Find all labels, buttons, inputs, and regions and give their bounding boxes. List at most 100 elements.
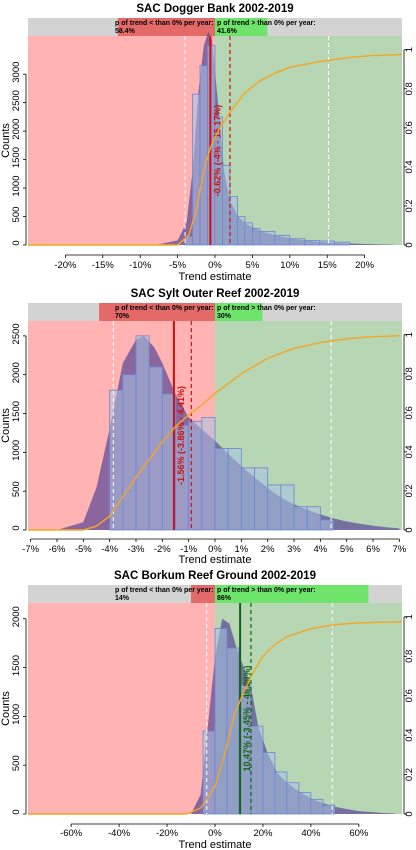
histogram-bar: [244, 222, 253, 246]
y-tick-label: 2500: [11, 323, 22, 344]
y-tick-label: 0: [11, 809, 22, 814]
histogram-bar: [310, 798, 324, 815]
y2-tick-label: 0: [404, 811, 415, 816]
histogram-bar: [201, 417, 216, 531]
x-tick-label: 10%: [280, 260, 300, 271]
x-tick-label: -5%: [169, 260, 186, 271]
y2-tick-label: 0: [404, 242, 415, 247]
histogram-bar: [250, 725, 264, 815]
x-tick-label: 40%: [301, 828, 321, 839]
y-tick-label: 2000: [11, 606, 22, 627]
x-tick-label: -3%: [128, 544, 145, 555]
band-negative-label: p of trend < than 0% per year:: [115, 587, 214, 594]
x-tick-label: 3%: [287, 544, 301, 555]
y-tick-label: 1000: [11, 704, 22, 725]
panels: SAC Dogger Bank 2002-2019 p of trend < th…: [0, 3, 415, 850]
y-tick-label: 500: [11, 207, 22, 223]
chart-title: SAC Borkum Reef Ground 2002-2019: [114, 570, 316, 582]
x-tick-label: 20%: [253, 828, 273, 839]
histogram-bar: [274, 771, 288, 815]
x-tick-label: -20%: [156, 828, 179, 839]
histogram-bar: [227, 448, 242, 531]
band-negative-share: [117, 18, 215, 36]
histogram-bar: [289, 238, 306, 246]
y-axis-right: 0 0.2 0.4 0.6 0.8 1: [403, 614, 415, 817]
x-tick-label: 1%: [234, 544, 248, 555]
y2-tick-label: 0: [404, 527, 415, 532]
median-annotation: -0.62% (-4% - 15.17%): [212, 105, 222, 197]
y-tick-label: 1000: [11, 440, 22, 461]
histogram-bar: [280, 484, 295, 531]
negative-zone: [28, 36, 215, 249]
y-tick-label: 3000: [11, 62, 22, 83]
band-positive-label: p of trend > than 0% per year:: [217, 305, 316, 312]
band-positive-share: [215, 585, 369, 603]
y2-tick-label: 0.6: [404, 406, 415, 419]
histogram-bar: [188, 420, 203, 531]
positive-zone: [215, 36, 402, 249]
histogram-bar: [293, 506, 308, 531]
band-positive-label: p of trend > than 0% per year:: [217, 587, 316, 594]
chart-panel-2: SAC Sylt Outer Reef 2002-2019 p of trend …: [0, 288, 415, 566]
histogram-bar: [298, 792, 312, 815]
cumulative-curve: [28, 621, 403, 815]
x-tick-label: 0%: [208, 260, 222, 271]
x-tick-label: -60%: [60, 828, 83, 839]
y-axis-label: Counts: [0, 408, 12, 443]
y2-tick-label: 0.8: [404, 650, 415, 663]
x-tick-label: 5%: [246, 260, 260, 271]
x-tick-label: -40%: [108, 828, 131, 839]
y-axis-left: 0 500 1000 1500 2000 2500: [11, 323, 27, 531]
x-tick-label: 6%: [366, 544, 380, 555]
band-positive-value: 41.6%: [217, 28, 238, 35]
histogram-bins: [202, 628, 336, 815]
baseline-gap: [28, 814, 402, 818]
x-axis: -20% -15% -10% -5% 0% 5% 10% 15% 20%: [54, 254, 375, 271]
band-negative-label: p of trend < than 0% per year:: [115, 305, 214, 312]
cumulative-curve: [28, 53, 403, 246]
y2-tick-label: 0.6: [404, 121, 415, 134]
y-tick-label: 2000: [11, 362, 22, 383]
histogram-bar: [229, 196, 238, 246]
x-tick-label: 60%: [349, 828, 369, 839]
histogram-bar: [259, 230, 276, 246]
chart-title: SAC Dogger Bank 2002-2019: [136, 3, 293, 15]
y2-tick-label: 0.2: [404, 768, 415, 781]
histogram-bar: [237, 216, 246, 246]
histogram-bar: [304, 240, 321, 246]
y2-tick-label: 0.8: [404, 367, 415, 380]
y-axis-left: 0 500 1000 1500 2000 2500 3000: [11, 62, 27, 246]
baseline-gap: [28, 530, 402, 534]
band-negative-value: 58.4%: [115, 28, 136, 35]
y-tick-label: 1500: [11, 401, 22, 422]
histogram-bar: [274, 234, 291, 246]
x-axis: -7% -6% -5% -4% -3% -2% -1% 0% 1% 2% 3% 4% 5% 6% 7%: [22, 538, 407, 555]
histogram-bins: [109, 335, 334, 531]
y-tick-label: 1500: [11, 147, 22, 168]
y2-tick-label: 0.2: [404, 484, 415, 497]
x-tick-label: 5%: [340, 544, 354, 555]
median-annotation: -1.56% (-3.86% - 4.41%): [176, 386, 186, 485]
y2-tick-label: 1: [404, 614, 415, 619]
x-tick-label: 7%: [392, 544, 406, 555]
x-axis: -60% -40% -20% 0% 20% 40% 60%: [60, 823, 369, 839]
histogram-bar: [192, 93, 201, 246]
x-tick-label: 2%: [261, 544, 275, 555]
band-negative-label: p of trend < than 0% per year:: [115, 20, 214, 27]
band-positive-value: 30%: [217, 313, 232, 320]
y-axis-label: Counts: [0, 691, 12, 726]
x-tick-label: -6%: [49, 544, 66, 555]
x-tick-label: -2%: [154, 544, 171, 555]
y2-tick-label: 0.8: [404, 82, 415, 95]
x-tick-label: -20%: [54, 260, 77, 271]
band-positive-value: 86%: [217, 595, 232, 602]
y-tick-label: 500: [11, 481, 22, 497]
x-tick-label: 0%: [208, 828, 222, 839]
y-tick-label: 2000: [11, 119, 22, 140]
chart-panel-1: SAC Dogger Bank 2002-2019 p of trend < th…: [0, 3, 415, 283]
histogram-bar: [254, 467, 269, 531]
x-axis-label: Trend estimate: [179, 271, 252, 283]
y-tick-label: 0: [11, 240, 22, 245]
histogram-bar: [306, 506, 321, 531]
